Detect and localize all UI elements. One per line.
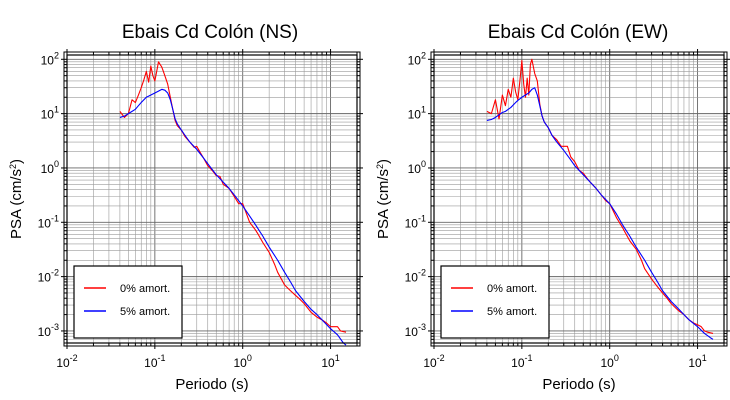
plot-frame — [433, 54, 725, 344]
x-tick-label-exponent: 1 — [335, 353, 340, 363]
plot-frame-outer — [63, 51, 361, 347]
plot-frame — [66, 54, 358, 344]
series-line — [119, 61, 347, 333]
x-tick-label-exponent: -1 — [525, 353, 533, 363]
x-axis-label: Periodo (s) — [175, 376, 248, 393]
y-tick-label: 101 — [41, 105, 59, 122]
y-tick-label-exponent: -1 — [418, 213, 426, 223]
legend: 0% amort. 5% amort. — [73, 265, 183, 339]
x-tick-label-exponent: -2 — [437, 353, 445, 363]
legend-label: 5% amort. — [487, 306, 537, 318]
y-tick-label: 10-3 — [405, 322, 426, 339]
x-tick-label-exponent: 0 — [247, 353, 252, 363]
y-tick-label-base: 10 — [405, 216, 419, 230]
x-tick-label-base: 10 — [234, 356, 248, 370]
y-tick-label: 100 — [408, 159, 426, 176]
chart-ns: Ebais Cd Colón (NS) Periodo (s) PSA (cm/… — [8, 22, 363, 393]
y-tick-label-exponent: -2 — [51, 268, 59, 278]
y-tick-label-exponent: 0 — [421, 159, 426, 169]
y-axis-label-exponent: 2 — [8, 164, 18, 169]
y-tick-label-base: 10 — [408, 108, 422, 122]
y-axis-label-tail: ) — [375, 159, 392, 164]
y-tick-label-exponent: 1 — [54, 105, 59, 115]
series-line — [486, 87, 714, 340]
y-axis-label-tail: ) — [8, 159, 25, 164]
plot-frame-outer — [430, 51, 728, 347]
chart-ew: Ebais Cd Colón (EW) Periodo (s) PSA (cm/… — [375, 22, 730, 393]
x-tick-label-base: 10 — [601, 356, 615, 370]
y-tick-label: 10-1 — [405, 213, 426, 230]
y-tick-label-base: 10 — [405, 325, 419, 339]
y-tick-label: 102 — [41, 50, 59, 67]
y-tick-label: 10-1 — [38, 213, 59, 230]
y-tick-label-exponent: -1 — [51, 213, 59, 223]
y-axis-label-main: PSA (cm/s — [375, 169, 392, 239]
y-tick-label-base: 10 — [38, 216, 52, 230]
y-tick-label: 10-2 — [405, 268, 426, 285]
x-tick-label-base: 10 — [321, 356, 335, 370]
chart-title: Ebais Cd Colón (EW) — [488, 22, 669, 43]
x-tick-label: 100 — [601, 353, 619, 370]
legend-label: 0% amort. — [487, 283, 537, 295]
y-tick-label-base: 10 — [41, 108, 55, 122]
x-tick-label: 101 — [321, 353, 339, 370]
y-tick-label-base: 10 — [408, 53, 422, 67]
x-tick-label-base: 10 — [688, 356, 702, 370]
y-tick-label-base: 10 — [405, 271, 419, 285]
y-axis-label: PSA (cm/s2) — [375, 159, 392, 239]
y-tick-label-exponent: -3 — [51, 322, 59, 332]
legend-label: 5% amort. — [120, 306, 170, 318]
x-tick-label: 10-2 — [423, 353, 444, 370]
chart-title: Ebais Cd Colón (NS) — [122, 22, 298, 43]
x-tick-label: 10-1 — [511, 353, 532, 370]
y-tick-label-base: 10 — [38, 271, 52, 285]
y-tick-label: 10-3 — [38, 322, 59, 339]
x-tick-label-exponent: 1 — [702, 353, 707, 363]
y-tick-label-base: 10 — [41, 53, 55, 67]
legend-label: 0% amort. — [120, 283, 170, 295]
series-line — [119, 88, 347, 346]
y-tick-label-exponent: 0 — [54, 159, 59, 169]
y-tick-label-base: 10 — [41, 162, 55, 176]
y-tick-label-exponent: -2 — [418, 268, 426, 278]
x-tick-label: 10-2 — [56, 353, 77, 370]
y-tick-label: 101 — [408, 105, 426, 122]
legend-box — [440, 265, 550, 339]
y-tick-label-exponent: -3 — [418, 322, 426, 332]
y-axis-label: PSA (cm/s2) — [8, 159, 25, 239]
x-tick-label-exponent: 0 — [614, 353, 619, 363]
y-axis-label-main: PSA (cm/s — [8, 169, 25, 239]
y-axis-label-exponent: 2 — [375, 164, 385, 169]
y-tick-label-base: 10 — [38, 325, 52, 339]
x-tick-label: 10-1 — [144, 353, 165, 370]
y-tick-label-exponent: 2 — [54, 50, 59, 60]
x-tick-label-base: 10 — [511, 356, 525, 370]
x-tick-label-base: 10 — [423, 356, 437, 370]
y-tick-label: 102 — [408, 50, 426, 67]
x-tick-label-base: 10 — [56, 356, 70, 370]
x-tick-label-exponent: -1 — [158, 353, 166, 363]
x-tick-label-base: 10 — [144, 356, 158, 370]
y-tick-label-exponent: 1 — [421, 105, 426, 115]
x-tick-label: 100 — [234, 353, 252, 370]
legend-box — [73, 265, 183, 339]
legend: 0% amort. 5% amort. — [440, 265, 550, 339]
x-tick-label: 101 — [688, 353, 706, 370]
x-tick-label-exponent: -2 — [70, 353, 78, 363]
y-tick-label: 10-2 — [38, 268, 59, 285]
y-tick-label-base: 10 — [408, 162, 422, 176]
x-axis-label: Periodo (s) — [542, 376, 615, 393]
y-tick-label-exponent: 2 — [421, 50, 426, 60]
y-tick-label: 100 — [41, 159, 59, 176]
